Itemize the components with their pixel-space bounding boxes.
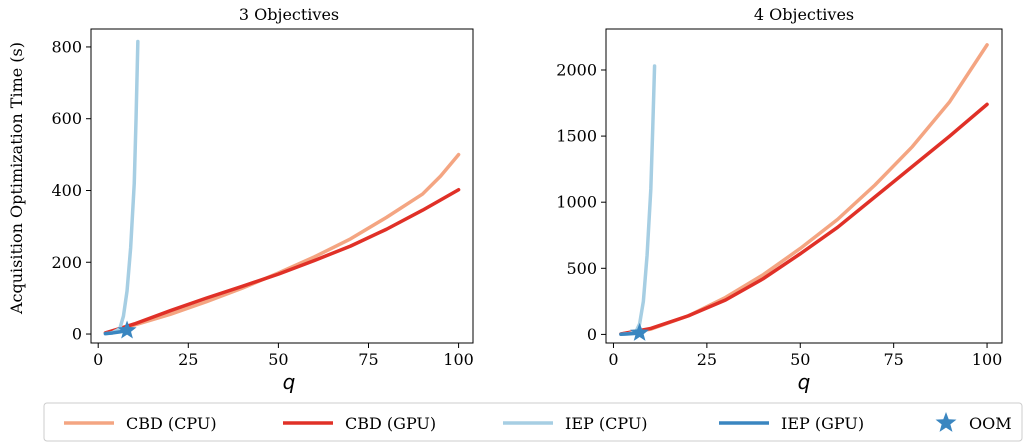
y-tick-label: 2000 — [556, 60, 597, 79]
chart-title: 4 Objectives — [754, 5, 854, 24]
legend-item-cbd-gpu: CBD (GPU) — [283, 414, 436, 433]
series-line-cbd-gpu — [103, 188, 461, 335]
y-tick-label: 500 — [566, 259, 597, 278]
x-tick-label: 100 — [443, 350, 474, 369]
chart-panel-4-objectives: 4 Objectives q 0 25 50 75 100050010001500200… — [556, 5, 1003, 394]
x-tick-label: 100 — [972, 350, 1003, 369]
x-tick-label: 75 — [358, 350, 378, 369]
series-line-cbd-cpu — [619, 43, 989, 336]
series-line-cbd-cpu — [103, 152, 461, 335]
series-line-iep-cpu — [619, 64, 657, 337]
x-tick-label: 50 — [268, 350, 288, 369]
y-tick-label: 400 — [51, 181, 82, 200]
x-axis-label: q — [283, 370, 296, 394]
chart-title: 3 Objectives — [239, 5, 339, 24]
legend-label: IEP (CPU) — [565, 414, 648, 433]
legend-label: OOM — [969, 414, 1012, 433]
legend-label: CBD (GPU) — [345, 414, 436, 433]
x-tick-label: 0 — [608, 350, 618, 369]
y-tick-label: 1500 — [556, 127, 597, 146]
x-tick-label: 75 — [883, 350, 903, 369]
y-tick-label: 200 — [51, 253, 82, 272]
plot-frame — [90, 28, 474, 344]
y-tick-label: 0 — [587, 325, 597, 344]
star-icon — [935, 412, 957, 432]
legend-item-cbd-cpu: CBD (CPU) — [64, 414, 217, 433]
x-axis-label: q — [798, 370, 811, 394]
x-tick-label: 25 — [178, 350, 198, 369]
x-tick-label: 50 — [790, 350, 810, 369]
plot-frame — [605, 28, 1003, 344]
legend-item-iep-gpu: IEP (GPU) — [719, 414, 864, 433]
x-tick-label: 0 — [93, 350, 103, 369]
legend-item-oom: OOM — [935, 412, 1012, 433]
y-tick-label: 600 — [51, 109, 82, 128]
y-axis-label: Acquisition Optimization Time (s) — [7, 42, 26, 315]
y-tick-label: 0 — [72, 325, 82, 344]
legend-item-iep-cpu: IEP (CPU) — [503, 414, 648, 433]
legend-label: CBD (CPU) — [126, 414, 217, 433]
x-tick-label: 25 — [697, 350, 717, 369]
chart-panel-3-objectives: 3 Objectives q 0 25 50 75 100 0 200 400 600 800 — [51, 5, 473, 394]
y-tick-label: 800 — [51, 37, 82, 56]
legend: CBD (CPU) CBD (GPU) IEP (CPU) IEP (GPU) … — [43, 402, 1023, 442]
legend-label: IEP (GPU) — [781, 414, 864, 433]
y-tick-label: 1000 — [556, 193, 597, 212]
oom-star-marker — [117, 320, 137, 339]
series-line-cbd-gpu — [619, 102, 989, 336]
oom-star-marker — [630, 322, 650, 341]
series-line-iep-cpu — [103, 39, 140, 336]
